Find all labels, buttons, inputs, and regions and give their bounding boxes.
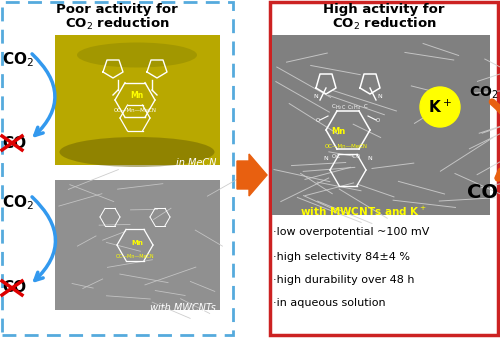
FancyArrowPatch shape	[32, 197, 56, 281]
Text: O: O	[376, 118, 380, 122]
Ellipse shape	[60, 137, 214, 167]
Text: Mn: Mn	[130, 92, 143, 100]
FancyArrowPatch shape	[492, 102, 500, 178]
Text: Poor activity for: Poor activity for	[56, 3, 178, 16]
Bar	[272, 35, 490, 215]
Text: with MWCNTs and K$^+$: with MWCNTs and K$^+$	[300, 205, 426, 218]
Text: CO$_2$: CO$_2$	[2, 194, 34, 212]
Circle shape	[420, 87, 460, 127]
Text: ·high durability over 48 h: ·high durability over 48 h	[273, 275, 414, 285]
Text: ·low overpotential ~100 mV: ·low overpotential ~100 mV	[273, 227, 430, 237]
Text: Mn: Mn	[331, 127, 345, 137]
Text: OC—Mn—MeCN: OC—Mn—MeCN	[116, 255, 154, 260]
Text: ·high selectivity 84±4 %: ·high selectivity 84±4 %	[273, 252, 410, 262]
Text: H$_2$C  C$_3$H$_4$: H$_2$C C$_3$H$_4$	[335, 103, 361, 113]
FancyArrow shape	[237, 154, 267, 196]
Text: CO: CO	[2, 136, 26, 150]
Text: N: N	[324, 155, 328, 161]
Ellipse shape	[77, 43, 197, 68]
Text: Mn: Mn	[131, 240, 143, 246]
Text: OC       CO: OC CO	[332, 153, 360, 159]
Text: in MeCN: in MeCN	[176, 158, 216, 168]
FancyArrowPatch shape	[32, 54, 55, 136]
Text: O: O	[316, 118, 320, 122]
Text: C: C	[364, 103, 368, 108]
Text: N: N	[378, 95, 382, 99]
Text: CO$_2$: CO$_2$	[468, 85, 498, 101]
Bar	[55, 35, 220, 165]
Bar	[2, 2, 233, 335]
Text: N: N	[314, 95, 318, 99]
Bar	[270, 2, 498, 335]
Text: CO$_2$: CO$_2$	[2, 51, 34, 69]
Text: CO$_2$ reduction: CO$_2$ reduction	[332, 16, 436, 32]
Text: OC—Mn—MeCN: OC—Mn—MeCN	[324, 144, 368, 148]
Bar	[55, 180, 220, 310]
Text: C: C	[332, 103, 336, 108]
Text: ·in aqueous solution: ·in aqueous solution	[273, 298, 386, 308]
Text: N: N	[368, 155, 372, 161]
Text: CO: CO	[467, 183, 498, 201]
Text: CO$_2$ reduction: CO$_2$ reduction	[64, 16, 170, 32]
Text: High activity for: High activity for	[323, 3, 445, 16]
Text: CO: CO	[2, 281, 26, 295]
Text: with MWCNTs: with MWCNTs	[150, 303, 216, 313]
Text: OC—Mn—MeCN: OC—Mn—MeCN	[114, 107, 156, 113]
Text: K$^+$: K$^+$	[428, 98, 452, 116]
